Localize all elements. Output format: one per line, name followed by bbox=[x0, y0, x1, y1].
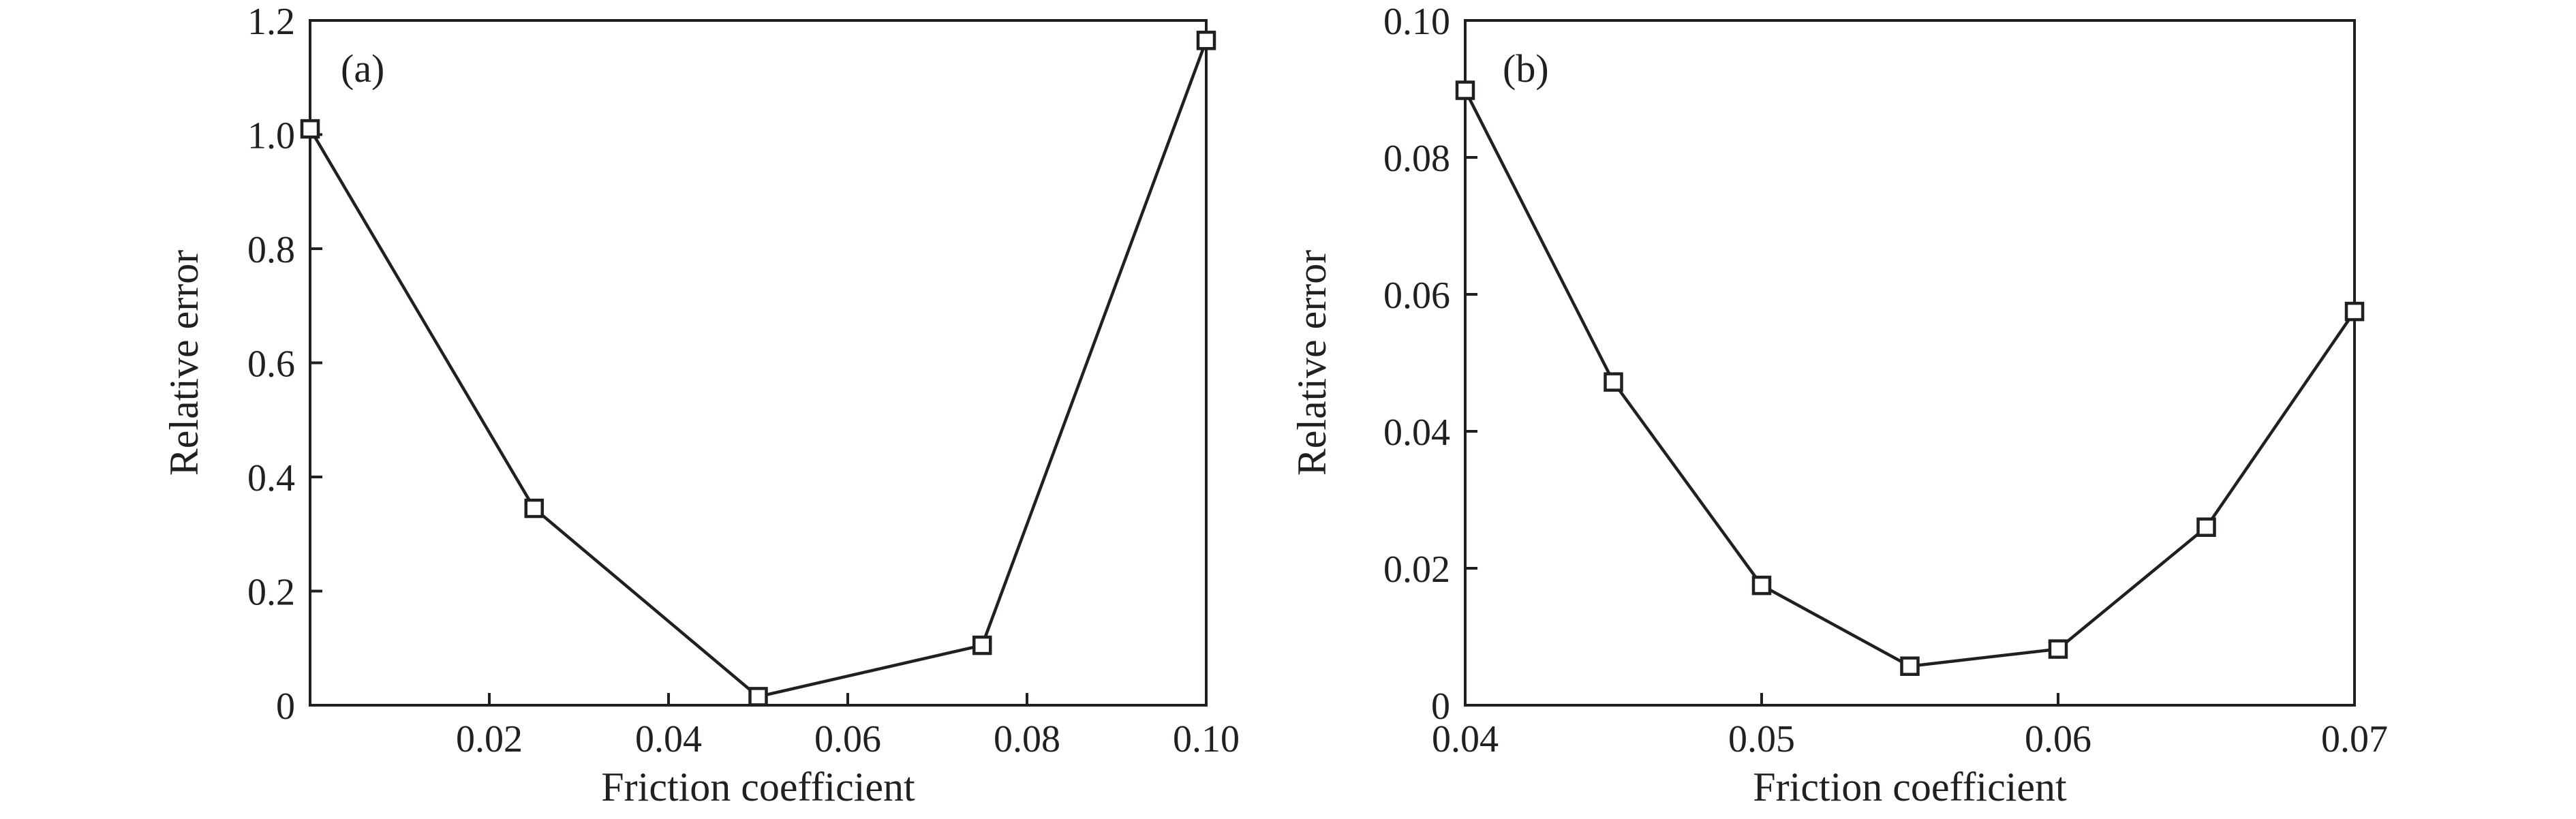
data-point-marker bbox=[300, 119, 320, 139]
y-tick-label: 1.0 bbox=[247, 115, 295, 157]
data-point-marker bbox=[2196, 517, 2216, 537]
x-tick-label: 0.06 bbox=[814, 718, 881, 760]
y-tick-label: 0.8 bbox=[247, 229, 295, 271]
y-tick-label: 0 bbox=[276, 685, 295, 728]
x-tick-label: 0.04 bbox=[1432, 718, 1499, 760]
series-line bbox=[1463, 89, 2356, 668]
x-tick-label: 0.07 bbox=[2321, 718, 2388, 760]
data-point-marker bbox=[1604, 372, 1623, 392]
data-point-marker bbox=[1455, 80, 1475, 100]
x-tick-label: 0.06 bbox=[2025, 718, 2091, 760]
data-point-marker bbox=[2344, 301, 2365, 322]
x-axis-label: Friction coefficient bbox=[601, 764, 915, 809]
chart-panel-b: 0 0.02 0.04 0.06 0.08 0.10 0.04 0.05 0.06 0.07 Fri… bbox=[1289, 1, 2388, 809]
x-tick-label: 0.04 bbox=[635, 718, 702, 760]
data-point-marker bbox=[524, 498, 544, 519]
data-point-marker bbox=[1751, 575, 1772, 596]
data-point-marker bbox=[972, 635, 992, 655]
plot-frame bbox=[1464, 19, 2356, 707]
y-tick-label: 0 bbox=[1431, 685, 1450, 728]
data-point-marker bbox=[748, 687, 768, 707]
y-tick-label: 1.2 bbox=[247, 1, 295, 43]
y-tick-label: 0.08 bbox=[1383, 138, 1450, 180]
y-axis-label: Relative error bbox=[1289, 250, 1334, 476]
y-tick-label: 0.06 bbox=[1383, 275, 1450, 317]
y-tick-label: 0.02 bbox=[1383, 548, 1450, 591]
plot-frame bbox=[309, 19, 1208, 707]
x-tick-label: 0.08 bbox=[994, 718, 1060, 760]
series-line bbox=[309, 40, 1208, 698]
x-axis-label: Friction coefficient bbox=[1753, 764, 2067, 809]
chart-panel-a: 0 0.2 0.4 0.6 0.8 1.0 1.2 0.02 0.04 0.06 0.08 0.10 F… bbox=[162, 1, 1240, 809]
panel-label: (b) bbox=[1503, 46, 1549, 91]
x-tick-label: 0.05 bbox=[1728, 718, 1795, 760]
y-tick-label: 0.10 bbox=[1383, 1, 1450, 43]
x-tick-label: 0.02 bbox=[456, 718, 523, 760]
y-axis-label: Relative error bbox=[162, 250, 206, 476]
y-tick-label: 0.2 bbox=[247, 572, 295, 614]
y-tick-label: 0.4 bbox=[247, 457, 295, 499]
data-point-marker bbox=[2048, 639, 2068, 659]
x-tick-label: 0.10 bbox=[1173, 718, 1240, 760]
y-tick-label: 0.6 bbox=[247, 343, 295, 386]
data-point-marker bbox=[1900, 656, 1920, 676]
panel-label: (a) bbox=[341, 46, 384, 91]
y-tick-label: 0.04 bbox=[1383, 412, 1450, 454]
data-point-marker bbox=[1196, 31, 1216, 50]
